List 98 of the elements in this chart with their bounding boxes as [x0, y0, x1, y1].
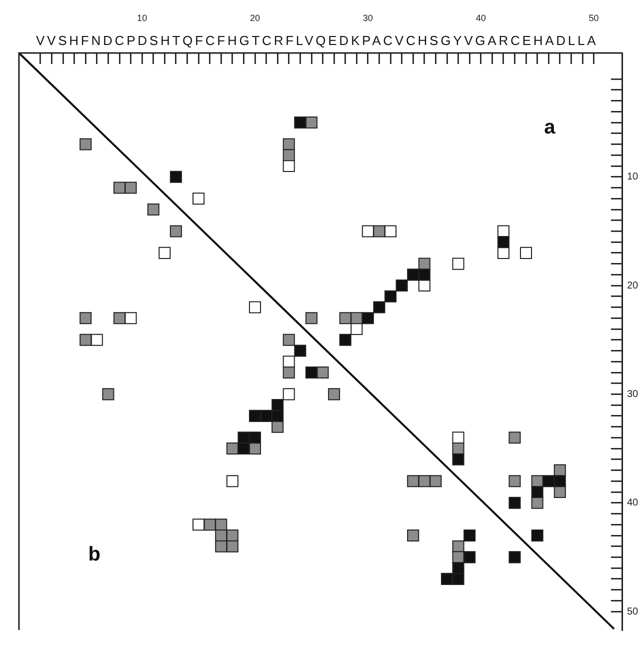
point	[124, 312, 137, 324]
y-tick-label: 40	[627, 498, 639, 509]
point	[452, 562, 464, 574]
point	[282, 334, 295, 346]
point	[418, 475, 430, 488]
x-tick-label: 10	[137, 13, 148, 24]
point	[124, 182, 137, 194]
point	[452, 453, 464, 466]
point	[192, 518, 205, 531]
point	[497, 225, 510, 238]
point	[272, 410, 284, 422]
point	[305, 366, 318, 378]
point	[531, 529, 544, 542]
point	[407, 529, 420, 542]
point	[294, 116, 306, 129]
x-tick-label: 40	[476, 13, 486, 24]
point	[418, 280, 430, 292]
point	[350, 322, 363, 336]
point	[170, 170, 182, 183]
point	[316, 366, 329, 378]
point	[464, 529, 476, 542]
point	[80, 138, 92, 150]
point	[294, 344, 306, 357]
point	[497, 236, 510, 248]
point	[80, 334, 92, 346]
point	[113, 312, 126, 324]
point	[508, 551, 521, 564]
y-tick-label: 30	[627, 388, 639, 400]
point	[272, 399, 284, 412]
point	[339, 334, 352, 346]
point	[554, 475, 566, 488]
point	[80, 312, 92, 324]
point	[452, 572, 464, 585]
point	[508, 496, 521, 509]
point	[531, 486, 544, 498]
point	[226, 529, 238, 542]
point	[464, 551, 476, 564]
y-tick-label: 10	[627, 172, 639, 183]
point	[272, 420, 284, 433]
y-tick-label: 50	[627, 606, 639, 618]
point	[384, 290, 397, 302]
point	[362, 225, 374, 238]
point	[508, 432, 521, 444]
point	[328, 388, 340, 400]
point	[248, 432, 262, 444]
point	[373, 225, 386, 238]
point	[282, 356, 295, 368]
point	[554, 486, 566, 498]
point	[113, 182, 126, 194]
point	[282, 388, 295, 400]
point	[248, 410, 262, 422]
point	[418, 268, 430, 281]
point	[542, 475, 555, 488]
point	[102, 388, 114, 400]
point	[282, 149, 295, 162]
annotation: a	[544, 116, 556, 139]
point	[158, 246, 171, 259]
x-tick-label: 50	[588, 13, 599, 24]
point	[238, 442, 250, 455]
point	[226, 475, 238, 488]
point	[384, 225, 397, 238]
point	[305, 312, 318, 324]
x-tick-label: 20	[250, 13, 260, 24]
point	[452, 540, 464, 552]
point	[508, 475, 521, 488]
point	[452, 258, 464, 270]
point	[396, 280, 408, 292]
point	[452, 432, 464, 444]
x-tick-label: 30	[362, 13, 373, 24]
point	[440, 572, 453, 585]
point	[226, 442, 238, 455]
point	[407, 268, 420, 281]
point	[204, 518, 216, 531]
point	[362, 312, 374, 324]
point	[226, 540, 238, 552]
point	[305, 116, 318, 129]
point	[452, 442, 464, 455]
point	[170, 225, 182, 238]
point	[90, 334, 103, 346]
text: VVSHFNDCPDSHTQFCFHGTCRFLVQEDKPACVCHSGYVGARCEHADLLA	[36, 33, 598, 48]
point	[260, 410, 272, 422]
point	[147, 203, 160, 216]
point	[407, 475, 420, 488]
point	[350, 312, 363, 324]
point	[215, 518, 228, 531]
point	[430, 475, 442, 488]
point	[248, 301, 262, 314]
point	[531, 496, 544, 509]
point	[192, 192, 205, 205]
point	[373, 301, 386, 314]
point	[215, 540, 228, 552]
point	[497, 246, 510, 259]
point	[282, 366, 295, 378]
point	[520, 246, 532, 259]
point	[339, 312, 352, 324]
point	[282, 160, 295, 172]
annotation: b	[88, 544, 100, 566]
y-tick-label: 20	[627, 280, 639, 292]
